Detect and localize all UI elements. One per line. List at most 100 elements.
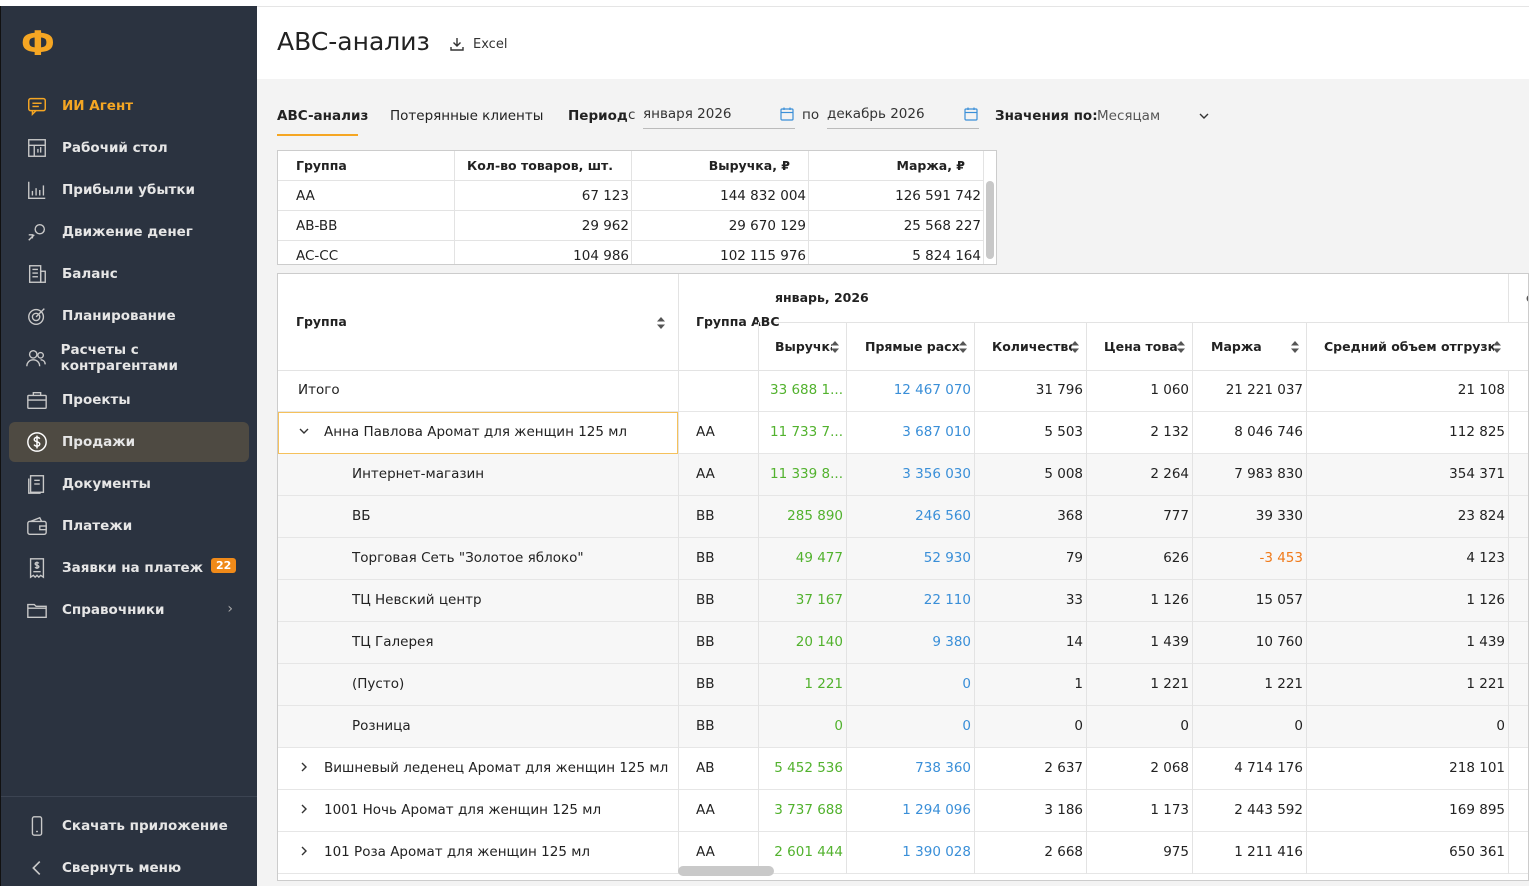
sort-icon[interactable] [1176, 340, 1186, 354]
summary-row[interactable]: AA 67 123 144 832 004 126 591 742 [278, 181, 984, 211]
target-icon [25, 304, 49, 328]
download-icon [450, 38, 464, 51]
sidebar-item-8[interactable]: Продажи [9, 422, 249, 462]
sort-icon[interactable] [830, 340, 840, 354]
calendar-icon[interactable] [779, 106, 795, 122]
value-cell: 285 890 [787, 508, 843, 524]
summary-scrollbar[interactable] [986, 181, 994, 259]
sort-icon[interactable] [1290, 340, 1300, 354]
table-row[interactable]: Анна Павлова Аромат для женщин 125 мл AA 1… [278, 412, 1528, 454]
column-divider [1086, 706, 1087, 748]
column-divider [1086, 538, 1087, 580]
download-app-button[interactable]: Скачать приложение [9, 806, 249, 846]
column-divider [1306, 322, 1307, 370]
chart-icon [25, 178, 49, 202]
table-row[interactable]: 101 Роза Аромат для женщин 125 мл AA 2 601… [278, 832, 1528, 874]
chevron-right-icon[interactable] [298, 845, 310, 860]
sidebar-item-10[interactable]: Платежи [9, 506, 249, 546]
logo[interactable]: Ф [21, 24, 55, 64]
collapse-menu-button[interactable]: Свернуть меню [9, 848, 249, 886]
tab-abc-analysis[interactable]: ABC-анализ [277, 108, 369, 124]
column-divider [1306, 622, 1307, 664]
column-divider [758, 370, 759, 412]
summary-row[interactable]: AB-BB 29 962 29 670 129 25 568 227 [278, 211, 984, 241]
column-divider [758, 790, 759, 832]
value-cell: 1 439 [1150, 634, 1189, 650]
sidebar-item-label: Расчеты с контрагентами [60, 342, 178, 374]
table-row[interactable]: ТЦ Галерея BB 20 140 9 380 14 1 439 10 760 1 43… [278, 622, 1528, 664]
sidebar-item-12[interactable]: Справочники › [9, 590, 249, 630]
sidebar-item-6[interactable]: Расчеты с контрагентами [9, 338, 249, 378]
sidebar-item-4[interactable]: Баланс [9, 254, 249, 294]
sort-icon[interactable] [1492, 340, 1502, 354]
column-divider [1192, 790, 1193, 832]
sidebar-item-1[interactable]: Рабочий стол [9, 128, 249, 168]
excel-export-button[interactable]: Excel [449, 36, 507, 52]
table-row[interactable]: ВБ BB 285 890 246 560 368 777 39 330 23 824 [278, 496, 1528, 538]
summary-column-header[interactable]: Маржа, ₽ [809, 151, 984, 180]
value-cell: 1 221 [804, 676, 843, 692]
dashboard-icon [25, 136, 49, 160]
table-row[interactable]: Торговая Сеть "Золотое яблоко" BB 49 477 52… [278, 538, 1528, 580]
column-divider [1192, 706, 1193, 748]
summary-row[interactable]: AC-CC 104 986 102 115 976 5 824 164 [278, 241, 984, 264]
sidebar-item-2[interactable]: Прибыли убытки [9, 170, 249, 210]
summary-column-header[interactable]: Группа [278, 151, 455, 180]
tab-lost-clients[interactable]: Потерянные клиенты [390, 108, 544, 124]
top-bar: ABC-анализ Excel [257, 6, 1529, 79]
column-header[interactable]: Средний объем отгрузки [1324, 339, 1494, 354]
sidebar-item-label: Платежи [62, 518, 133, 534]
sidebar-item-label: Заявки на платеж [62, 560, 204, 576]
table-row[interactable]: Вишневый леденец Аромат для женщин 125 м… [278, 748, 1528, 790]
sort-icon[interactable] [958, 340, 968, 354]
column-header[interactable]: Прямые расходы [865, 339, 960, 354]
table-row[interactable]: 1001 Ночь Аромат для женщин 125 мл AA 3 73… [278, 790, 1528, 832]
total-row[interactable]: Итого 33 688 1... 12 467 070 31 796 1 060 21 … [278, 370, 1528, 412]
sort-icon[interactable] [656, 316, 666, 330]
value-cell: 39 330 [1255, 508, 1303, 524]
summary-cell: 67 123 [455, 181, 632, 210]
values-by-select[interactable]: Месяцам [1097, 108, 1161, 124]
chevron-right-icon[interactable] [298, 761, 310, 776]
value-cell: 31 796 [1035, 382, 1083, 398]
chevron-down-icon[interactable] [1197, 109, 1211, 123]
period-from-value: января 2026 [643, 106, 732, 122]
sidebar-item-9[interactable]: Документы [9, 464, 249, 504]
value-cell: 1 221 [1264, 676, 1303, 692]
table-row[interactable]: Интернет-магазин AA 11 339 8... 3 356 030 5 … [278, 454, 1528, 496]
row-name: 101 Роза Аромат для женщин 125 мл [324, 844, 591, 860]
table-row[interactable]: (Пусто) BB 1 221 0 1 1 221 1 221 1 221 [278, 664, 1528, 706]
value-cell: 3 186 [1044, 802, 1083, 818]
value-cell: 2 668 [1044, 844, 1083, 860]
column-header[interactable]: Количество [992, 339, 1072, 354]
summary-column-header[interactable]: Кол-во товаров, шт. [455, 151, 632, 180]
table-row[interactable]: ТЦ Невский центр BB 37 167 22 110 33 1 126 15 … [278, 580, 1528, 622]
row-abc-group: BB [696, 508, 715, 524]
column-header[interactable]: Маржа [1211, 339, 1262, 354]
sidebar-item-11[interactable]: Заявки на платеж 22 [9, 548, 249, 588]
row-name: ТЦ Невский центр [352, 592, 482, 608]
sidebar-item-5[interactable]: Планирование [9, 296, 249, 336]
sort-icon[interactable] [1070, 340, 1080, 354]
horizontal-scrollbar[interactable] [678, 866, 774, 876]
column-header-abc[interactable]: Группа ABC [696, 314, 780, 329]
chevron-right-icon[interactable] [298, 803, 310, 818]
sidebar-item-7[interactable]: Проекты [9, 380, 249, 420]
period-from-field[interactable]: января 2026 [643, 101, 795, 129]
sidebar-item-0[interactable]: ИИ Агент [9, 86, 249, 126]
period-to-field[interactable]: декабрь 2026 [827, 101, 979, 129]
column-divider [758, 496, 759, 538]
sidebar: Ф ИИ Агент Рабочий стол Прибыли убытки Движ… [0, 6, 257, 886]
column-header[interactable]: Выручка [775, 339, 832, 354]
column-divider [846, 454, 847, 496]
table-row[interactable]: Розница BB 0 0 0 0 0 0 [278, 706, 1528, 748]
period-to-value: декабрь 2026 [827, 106, 925, 122]
column-divider [1306, 580, 1307, 622]
calendar-icon[interactable] [963, 106, 979, 122]
column-header[interactable]: Цена товара [1104, 339, 1178, 354]
summary-column-header[interactable]: Выручка, ₽ [632, 151, 809, 180]
column-divider [1508, 538, 1509, 580]
sidebar-item-3[interactable]: Движение денег [9, 212, 249, 252]
column-header-group[interactable]: Группа [296, 314, 347, 329]
chevron-down-icon[interactable] [298, 425, 310, 440]
